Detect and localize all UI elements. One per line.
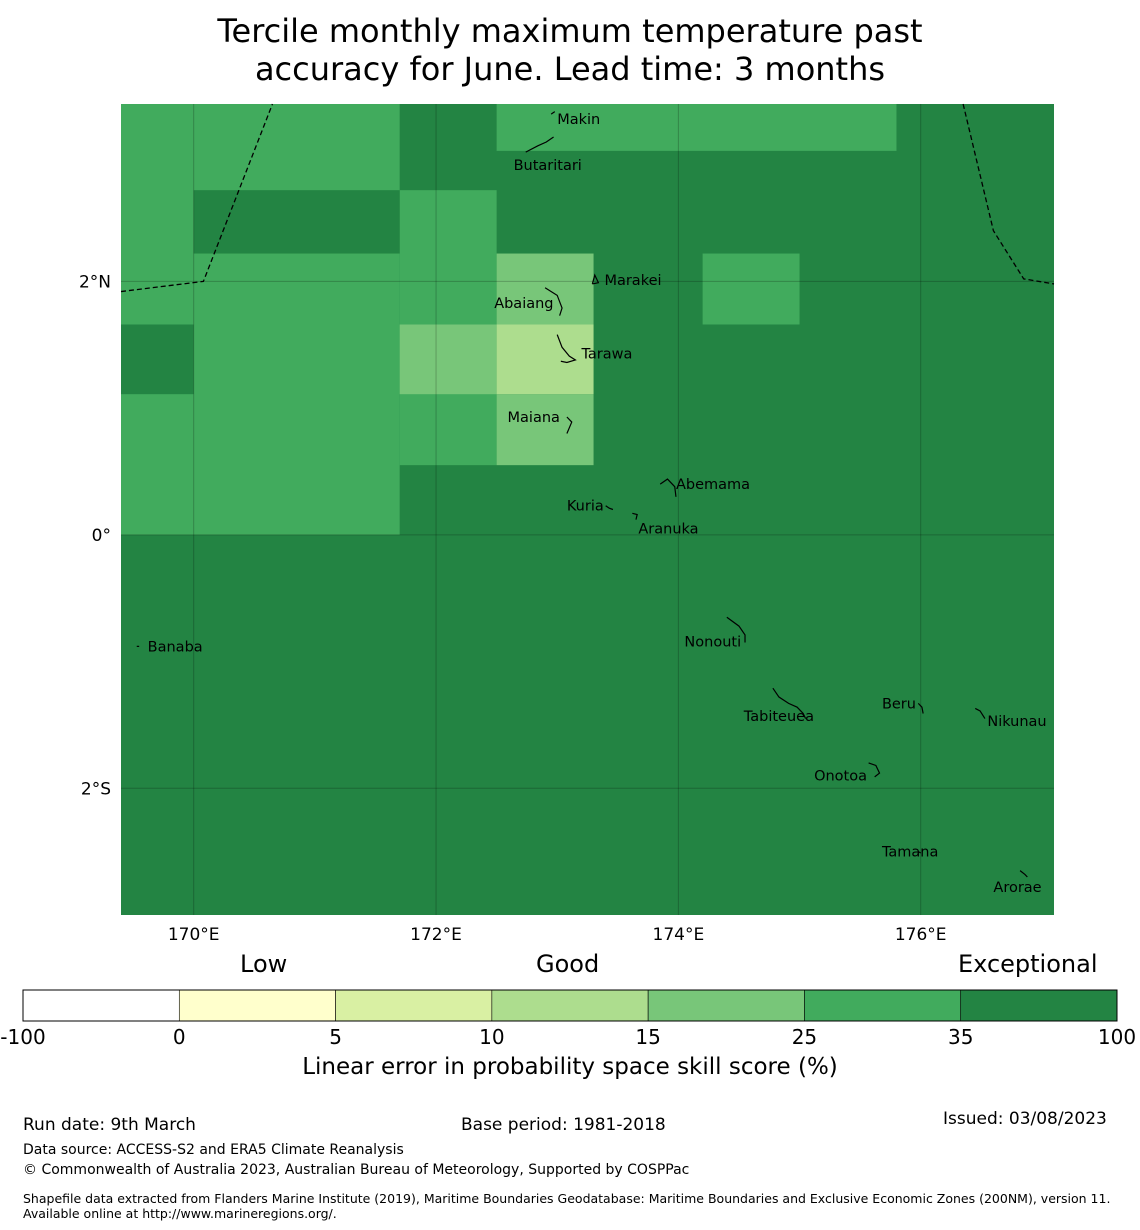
y-tick-label: 0° [92,526,111,546]
x-tick-label: 170°E [168,925,220,945]
colorbar-bin [178,989,336,1022]
issued-date: Issued: 03/08/2023 [943,1109,1107,1129]
island-outline [525,136,554,153]
island-label: Banaba [148,639,203,655]
colorbar-tick-label: 10 [479,1025,504,1049]
shapefile-credit: Shapefile data extracted from Flanders M… [23,1191,1111,1221]
colorbar-bin [960,989,1118,1022]
island-outlines: Makin Butaritari Marakei Abaiang Tarawa Maian… [136,111,1047,896]
island-label: Marakei [604,273,661,289]
island-label: Tarawa [580,347,632,363]
island-label: Onotoa [814,769,867,785]
x-tick-label: 174°E [653,925,705,945]
colorbar-tick-label: 100 [1098,1025,1136,1049]
colorbar-bin [22,989,180,1022]
skill-cell [496,253,594,325]
skill-cell [121,104,400,535]
axis-ticks: 170°E 172°E 174°E 176°E 2°N 0° 2°S [79,272,947,945]
legend-category-exceptional: Exceptional [958,950,1098,978]
eez-boundary-east [962,103,1055,285]
island-label: Tabiteuea [743,709,814,725]
island-outline [659,478,677,497]
island-outline [566,416,573,434]
graticule [121,104,1054,915]
island-outline [632,512,638,520]
island-outline [974,707,986,719]
skill-cell [496,324,594,395]
island-outline [918,851,921,854]
colorbar-bin [335,989,493,1022]
y-tick-label: 2°S [81,779,111,799]
island-outline [868,762,881,778]
x-tick-label: 172°E [410,925,462,945]
island-outline [1019,870,1028,878]
y-tick-label: 2°N [79,272,111,292]
legend-category-low: Low [240,950,288,978]
island-label: Arorae [993,880,1041,896]
colorbar-bin [804,989,962,1022]
chart-title-line-2: accuracy for June. Lead time: 3 months [254,50,886,88]
colorbar-bin [491,989,649,1022]
island-outline [772,687,807,719]
skill-cell [496,104,897,151]
colorbar-tick-label: -100 [0,1025,45,1049]
legend-category-good: Good [536,950,600,978]
island-label: Butaritari [514,158,582,174]
copyright: © Commonwealth of Australia 2023, Austra… [23,1162,690,1178]
run-date: Run date: 9th March [23,1115,196,1135]
island-outline [605,505,614,511]
colorbar-outline [22,989,1118,1022]
skill-cell [193,190,400,254]
island-outline [556,334,577,364]
x-tick-label: 176°E [895,925,947,945]
island-label: Kuria [567,499,604,515]
island-label: Maiana [508,410,560,426]
island-outline [550,111,556,115]
eez-boundary-west [120,103,274,293]
skill-grid [121,104,1054,915]
island-label: Tamana [881,845,938,861]
island-outline [544,287,563,316]
colorbar-tick-label: 5 [329,1025,342,1049]
island-label: Nonouti [684,634,741,650]
base-period: Base period: 1981-2018 [461,1115,666,1135]
island-label: Aranuka [638,522,698,538]
colorbar: -100 0 5 10 15 25 35 100 [0,989,1136,1049]
island-outline [917,702,924,714]
skill-cell [121,324,194,395]
colorbar-axis-label: Linear error in probability space skill … [302,1054,838,1080]
island-label: Beru [882,696,916,712]
chart-title-line-1: Tercile monthly maximum temperature past [217,12,923,50]
island-label: Abaiang [494,296,553,312]
island-label: Abemama [676,477,750,493]
island-outline [591,273,600,285]
colorbar-tick-label: 15 [635,1025,660,1049]
skill-cell [702,253,800,325]
colorbar-tick-label: 0 [173,1025,186,1049]
island-label: Makin [557,112,600,128]
colorbar-tick-label: 25 [792,1025,817,1049]
skill-cell [496,394,594,466]
skill-cell [399,324,497,395]
colorbar-bin [647,989,805,1022]
data-source: Data source: ACCESS-S2 and ERA5 Climate … [23,1142,404,1158]
island-outline [726,616,746,643]
colorbar-tick-label: 35 [948,1025,973,1049]
island-label: Nikunau [987,714,1046,730]
eez-boundary [120,103,1055,293]
